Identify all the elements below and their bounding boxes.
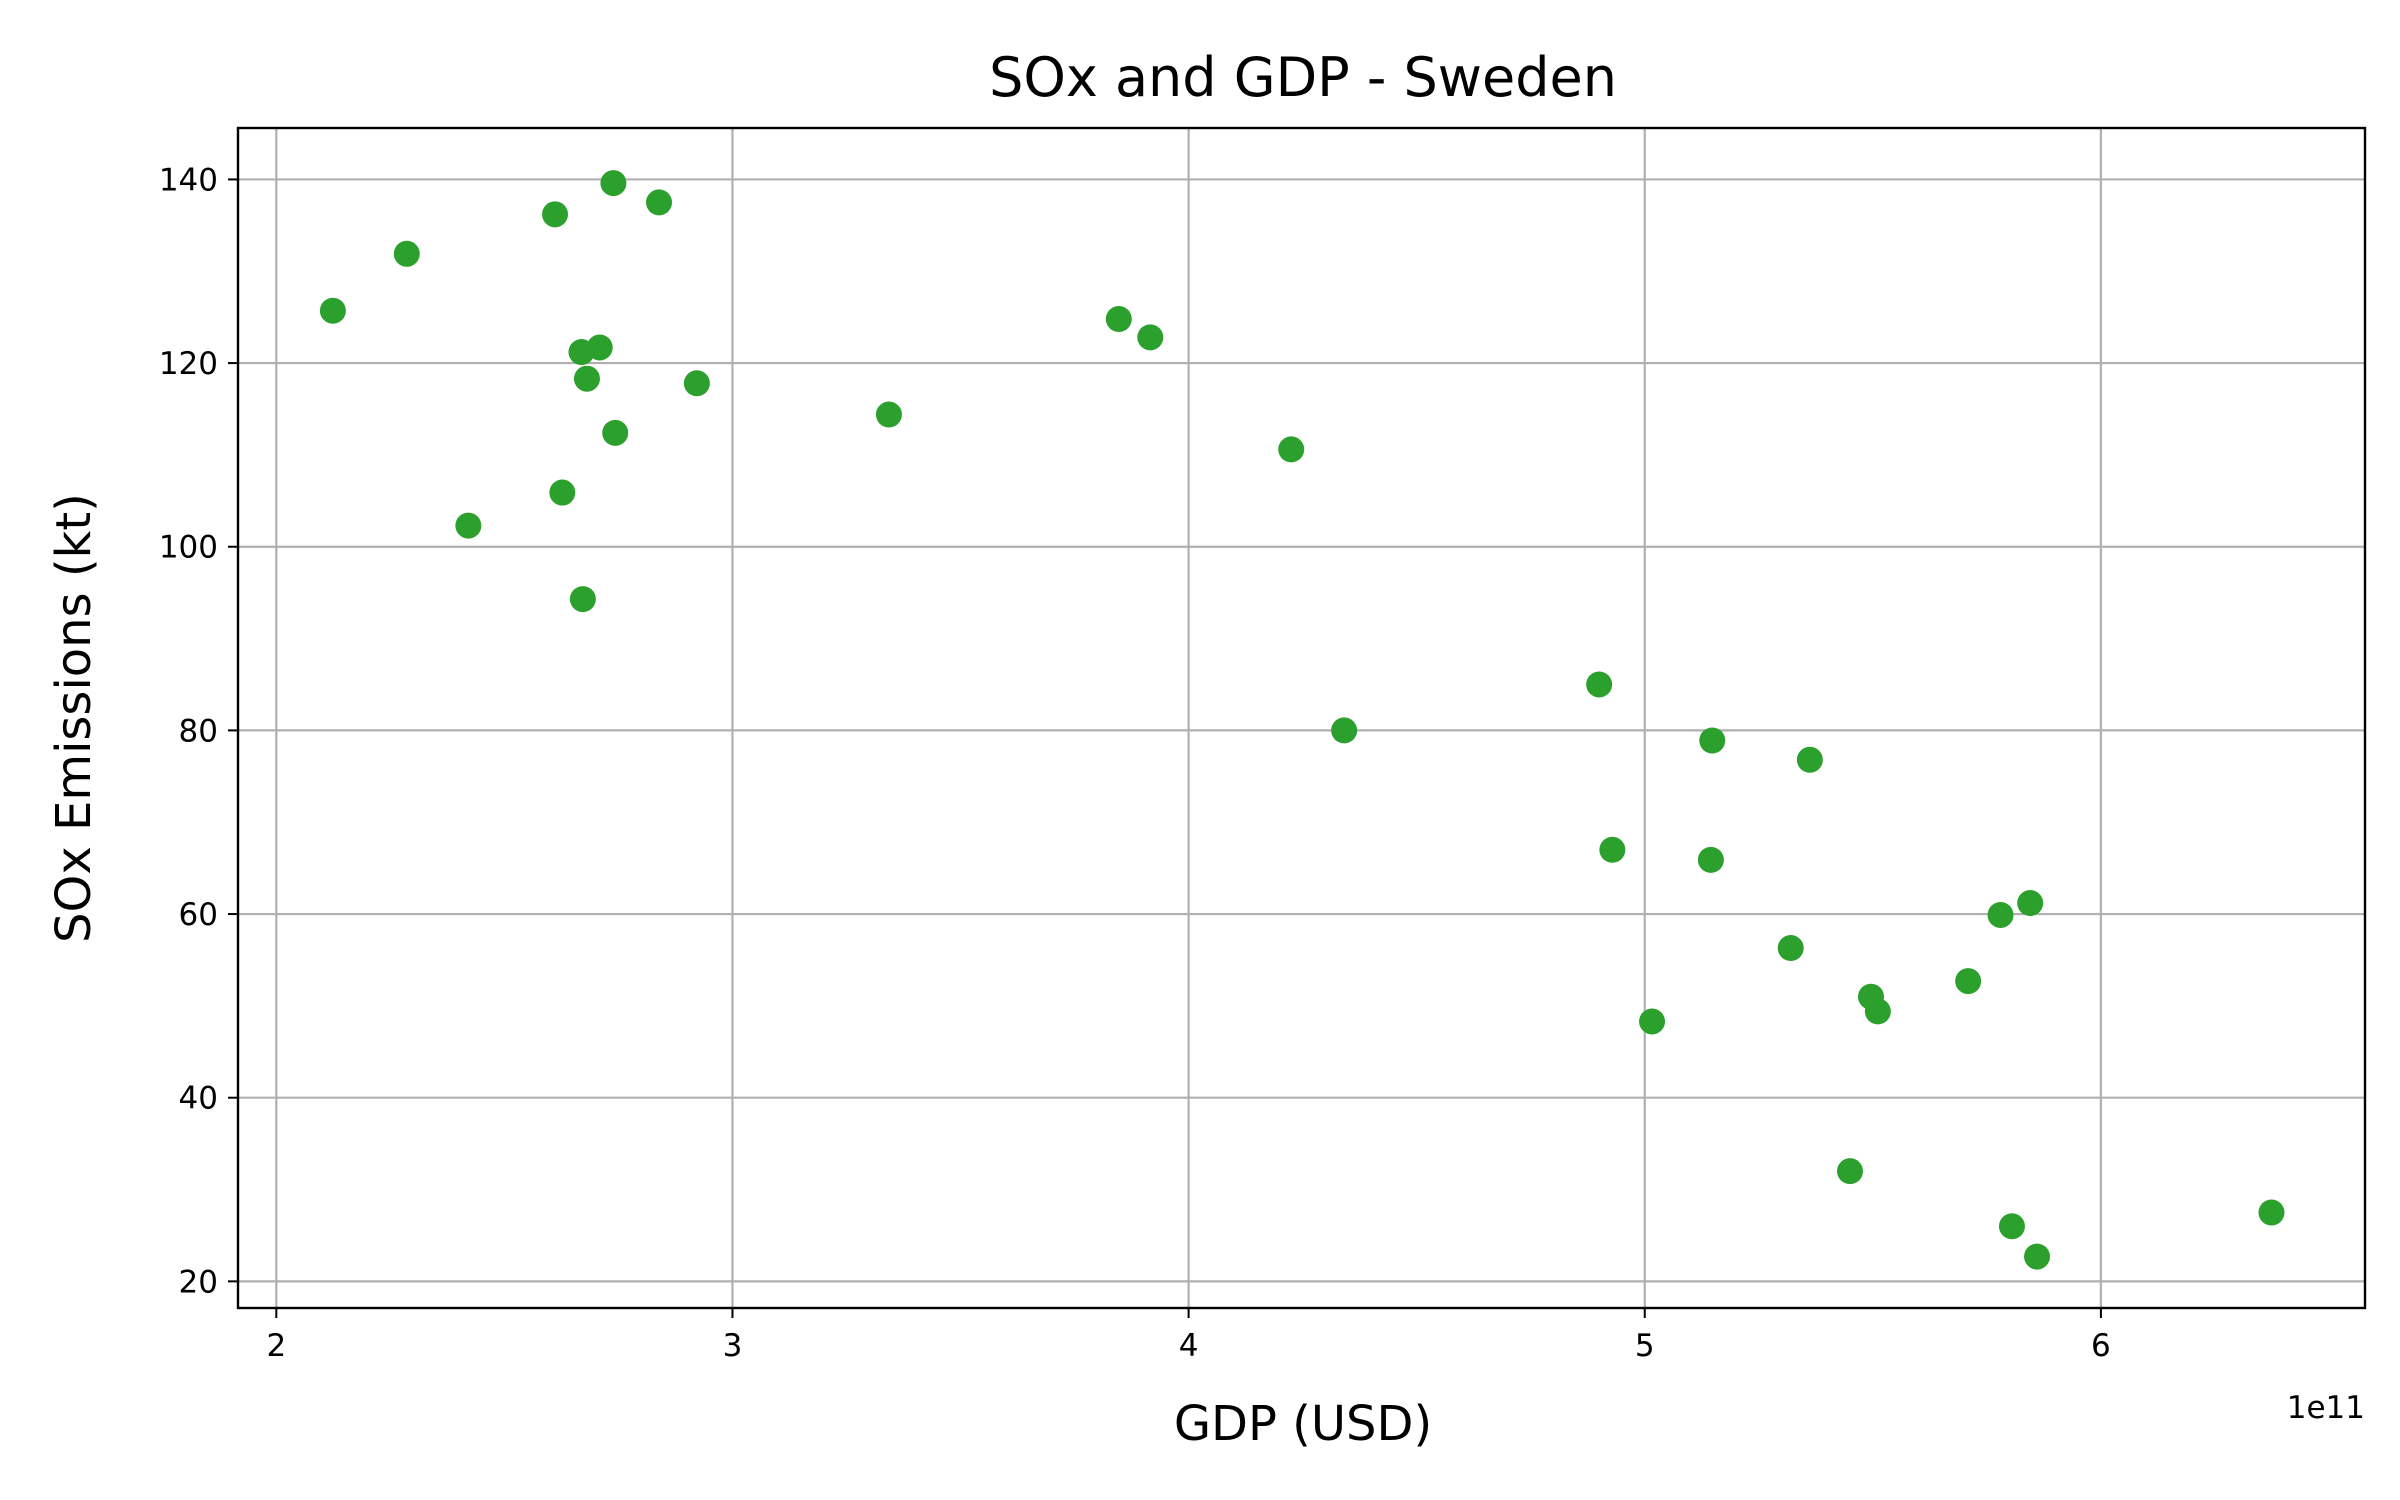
data-point (1278, 436, 1305, 463)
data-point (569, 586, 596, 613)
y-tick-label: 100 (159, 530, 218, 566)
y-tick-label: 20 (179, 1264, 218, 1300)
data-point (683, 370, 710, 397)
data-point (2024, 1243, 2051, 1270)
x-axis-label: GDP (USD) (1174, 1396, 1432, 1452)
data-point (1796, 746, 1823, 773)
data-point (1955, 968, 1982, 995)
grid (238, 128, 2365, 1308)
data-point (2017, 890, 2044, 917)
y-tick-label: 80 (179, 713, 218, 749)
x-tick-label: 2 (266, 1328, 286, 1364)
data-point (319, 297, 346, 324)
data-point (1137, 324, 1164, 351)
data-point (573, 365, 600, 392)
x-tick-label: 6 (2091, 1328, 2111, 1364)
data-point (1699, 727, 1726, 754)
data-point (1105, 306, 1132, 333)
data-point (1639, 1008, 1666, 1035)
axis-ticks: 2 3 4 5 6 20 40 60 80 100 120 140 (159, 162, 2111, 1364)
data-point (1837, 1158, 1864, 1185)
data-point (602, 419, 629, 446)
x-tick-label: 5 (1635, 1328, 1655, 1364)
y-tick-label: 40 (179, 1081, 218, 1117)
data-point (1864, 998, 1891, 1025)
data-point (549, 479, 576, 506)
plot-frame (236, 126, 2367, 1310)
data-point (1777, 935, 1804, 962)
y-tick-label: 120 (159, 346, 218, 382)
data-point (542, 201, 569, 228)
data-point (1987, 901, 2014, 928)
data-point (1998, 1213, 2025, 1240)
data-point (1697, 846, 1724, 873)
data-point (2258, 1199, 2285, 1226)
y-tick-label: 60 (179, 897, 218, 933)
data-point (1586, 671, 1613, 698)
data-point (1599, 836, 1626, 863)
x-tick-label: 4 (1179, 1328, 1199, 1364)
data-point (646, 189, 673, 216)
data-point (600, 170, 627, 197)
data-point (875, 401, 902, 428)
y-axis-label: SOx Emissions (kt) (46, 493, 102, 943)
x-axis-offset-label: 1e11 (2287, 1390, 2365, 1426)
x-tick-label: 3 (723, 1328, 743, 1364)
data-points (319, 170, 2285, 1270)
chart-title: SOx and GDP - Sweden (989, 46, 1617, 109)
data-point (1331, 717, 1358, 744)
data-point (586, 334, 613, 361)
data-point (455, 512, 482, 539)
data-point (393, 240, 420, 267)
y-tick-label: 140 (159, 162, 218, 198)
